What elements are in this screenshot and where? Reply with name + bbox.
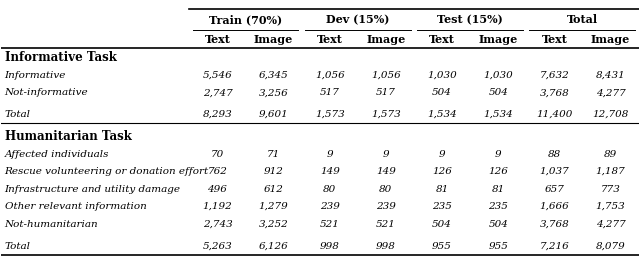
Text: Other relevant information: Other relevant information <box>4 202 147 211</box>
Text: 3,252: 3,252 <box>259 220 289 229</box>
Text: 5,546: 5,546 <box>203 71 232 80</box>
Text: 9: 9 <box>383 149 389 158</box>
Text: 1,056: 1,056 <box>315 71 344 80</box>
Text: 126: 126 <box>488 167 508 176</box>
Text: 88: 88 <box>548 149 561 158</box>
Text: 3,768: 3,768 <box>540 220 569 229</box>
Text: 5,263: 5,263 <box>203 242 232 251</box>
Text: 4,277: 4,277 <box>596 88 625 97</box>
Text: 235: 235 <box>432 202 452 211</box>
Text: 126: 126 <box>432 167 452 176</box>
Text: 80: 80 <box>380 185 392 194</box>
Text: 4,277: 4,277 <box>596 220 625 229</box>
Text: Text: Text <box>541 34 567 45</box>
Text: 9: 9 <box>326 149 333 158</box>
Text: 239: 239 <box>320 202 340 211</box>
Text: Affected individuals: Affected individuals <box>4 149 109 158</box>
Text: 912: 912 <box>264 167 284 176</box>
Text: Rescue volunteering or donation effort: Rescue volunteering or donation effort <box>4 167 209 176</box>
Text: 9,601: 9,601 <box>259 110 289 119</box>
Text: Test (15%): Test (15%) <box>437 14 503 25</box>
Text: 2,743: 2,743 <box>203 220 232 229</box>
Text: 1,573: 1,573 <box>315 110 344 119</box>
Text: Total: Total <box>4 242 31 251</box>
Text: 517: 517 <box>320 88 340 97</box>
Text: 998: 998 <box>320 242 340 251</box>
Text: 657: 657 <box>545 185 564 194</box>
Text: 8,293: 8,293 <box>203 110 232 119</box>
Text: Informative: Informative <box>4 71 66 80</box>
Text: 6,345: 6,345 <box>259 71 289 80</box>
Text: 517: 517 <box>376 88 396 97</box>
Text: 1,534: 1,534 <box>483 110 513 119</box>
Text: 496: 496 <box>207 185 227 194</box>
Text: Image: Image <box>479 34 518 45</box>
Text: 504: 504 <box>488 88 508 97</box>
Text: 1,056: 1,056 <box>371 71 401 80</box>
Text: Infrastructure and utility damage: Infrastructure and utility damage <box>4 185 180 194</box>
Text: Text: Text <box>205 34 230 45</box>
Text: 9: 9 <box>495 149 502 158</box>
Text: 8,431: 8,431 <box>596 71 625 80</box>
Text: 239: 239 <box>376 202 396 211</box>
Text: Image: Image <box>366 34 406 45</box>
Text: Dev (15%): Dev (15%) <box>326 14 390 25</box>
Text: 1,573: 1,573 <box>371 110 401 119</box>
Text: 1,037: 1,037 <box>540 167 569 176</box>
Text: Total: Total <box>567 14 598 25</box>
Text: Text: Text <box>429 34 455 45</box>
Text: 9: 9 <box>439 149 445 158</box>
Text: 1,534: 1,534 <box>427 110 457 119</box>
Text: 81: 81 <box>435 185 449 194</box>
Text: 1,030: 1,030 <box>483 71 513 80</box>
Text: Humanitarian Task: Humanitarian Task <box>4 130 131 143</box>
Text: 762: 762 <box>207 167 227 176</box>
Text: Image: Image <box>254 34 293 45</box>
Text: 81: 81 <box>492 185 505 194</box>
Text: 149: 149 <box>320 167 340 176</box>
Text: 149: 149 <box>376 167 396 176</box>
Text: 1,192: 1,192 <box>203 202 232 211</box>
Text: Not-humanitarian: Not-humanitarian <box>4 220 98 229</box>
Text: 1,279: 1,279 <box>259 202 289 211</box>
Text: 773: 773 <box>600 185 620 194</box>
Text: 998: 998 <box>376 242 396 251</box>
Text: 80: 80 <box>323 185 337 194</box>
Text: 504: 504 <box>432 88 452 97</box>
Text: 3,768: 3,768 <box>540 88 569 97</box>
Text: 1,187: 1,187 <box>596 167 625 176</box>
Text: 521: 521 <box>376 220 396 229</box>
Text: 89: 89 <box>604 149 617 158</box>
Text: 521: 521 <box>320 220 340 229</box>
Text: 504: 504 <box>488 220 508 229</box>
Text: 504: 504 <box>432 220 452 229</box>
Text: 11,400: 11,400 <box>536 110 573 119</box>
Text: 6,126: 6,126 <box>259 242 289 251</box>
Text: 70: 70 <box>211 149 224 158</box>
Text: 1,753: 1,753 <box>596 202 625 211</box>
Text: Text: Text <box>317 34 342 45</box>
Text: 7,216: 7,216 <box>540 242 569 251</box>
Text: Image: Image <box>591 34 630 45</box>
Text: 612: 612 <box>264 185 284 194</box>
Text: 955: 955 <box>432 242 452 251</box>
Text: 7,632: 7,632 <box>540 71 569 80</box>
Text: 955: 955 <box>488 242 508 251</box>
Text: 3,256: 3,256 <box>259 88 289 97</box>
Text: 12,708: 12,708 <box>593 110 628 119</box>
Text: 8,079: 8,079 <box>596 242 625 251</box>
Text: Train (70%): Train (70%) <box>209 14 282 25</box>
Text: Total: Total <box>4 110 31 119</box>
Text: 2,747: 2,747 <box>203 88 232 97</box>
Text: Informative Task: Informative Task <box>4 51 116 64</box>
Text: 235: 235 <box>488 202 508 211</box>
Text: 71: 71 <box>267 149 280 158</box>
Text: 1,666: 1,666 <box>540 202 569 211</box>
Text: 1,030: 1,030 <box>427 71 457 80</box>
Text: Not-informative: Not-informative <box>4 88 88 97</box>
